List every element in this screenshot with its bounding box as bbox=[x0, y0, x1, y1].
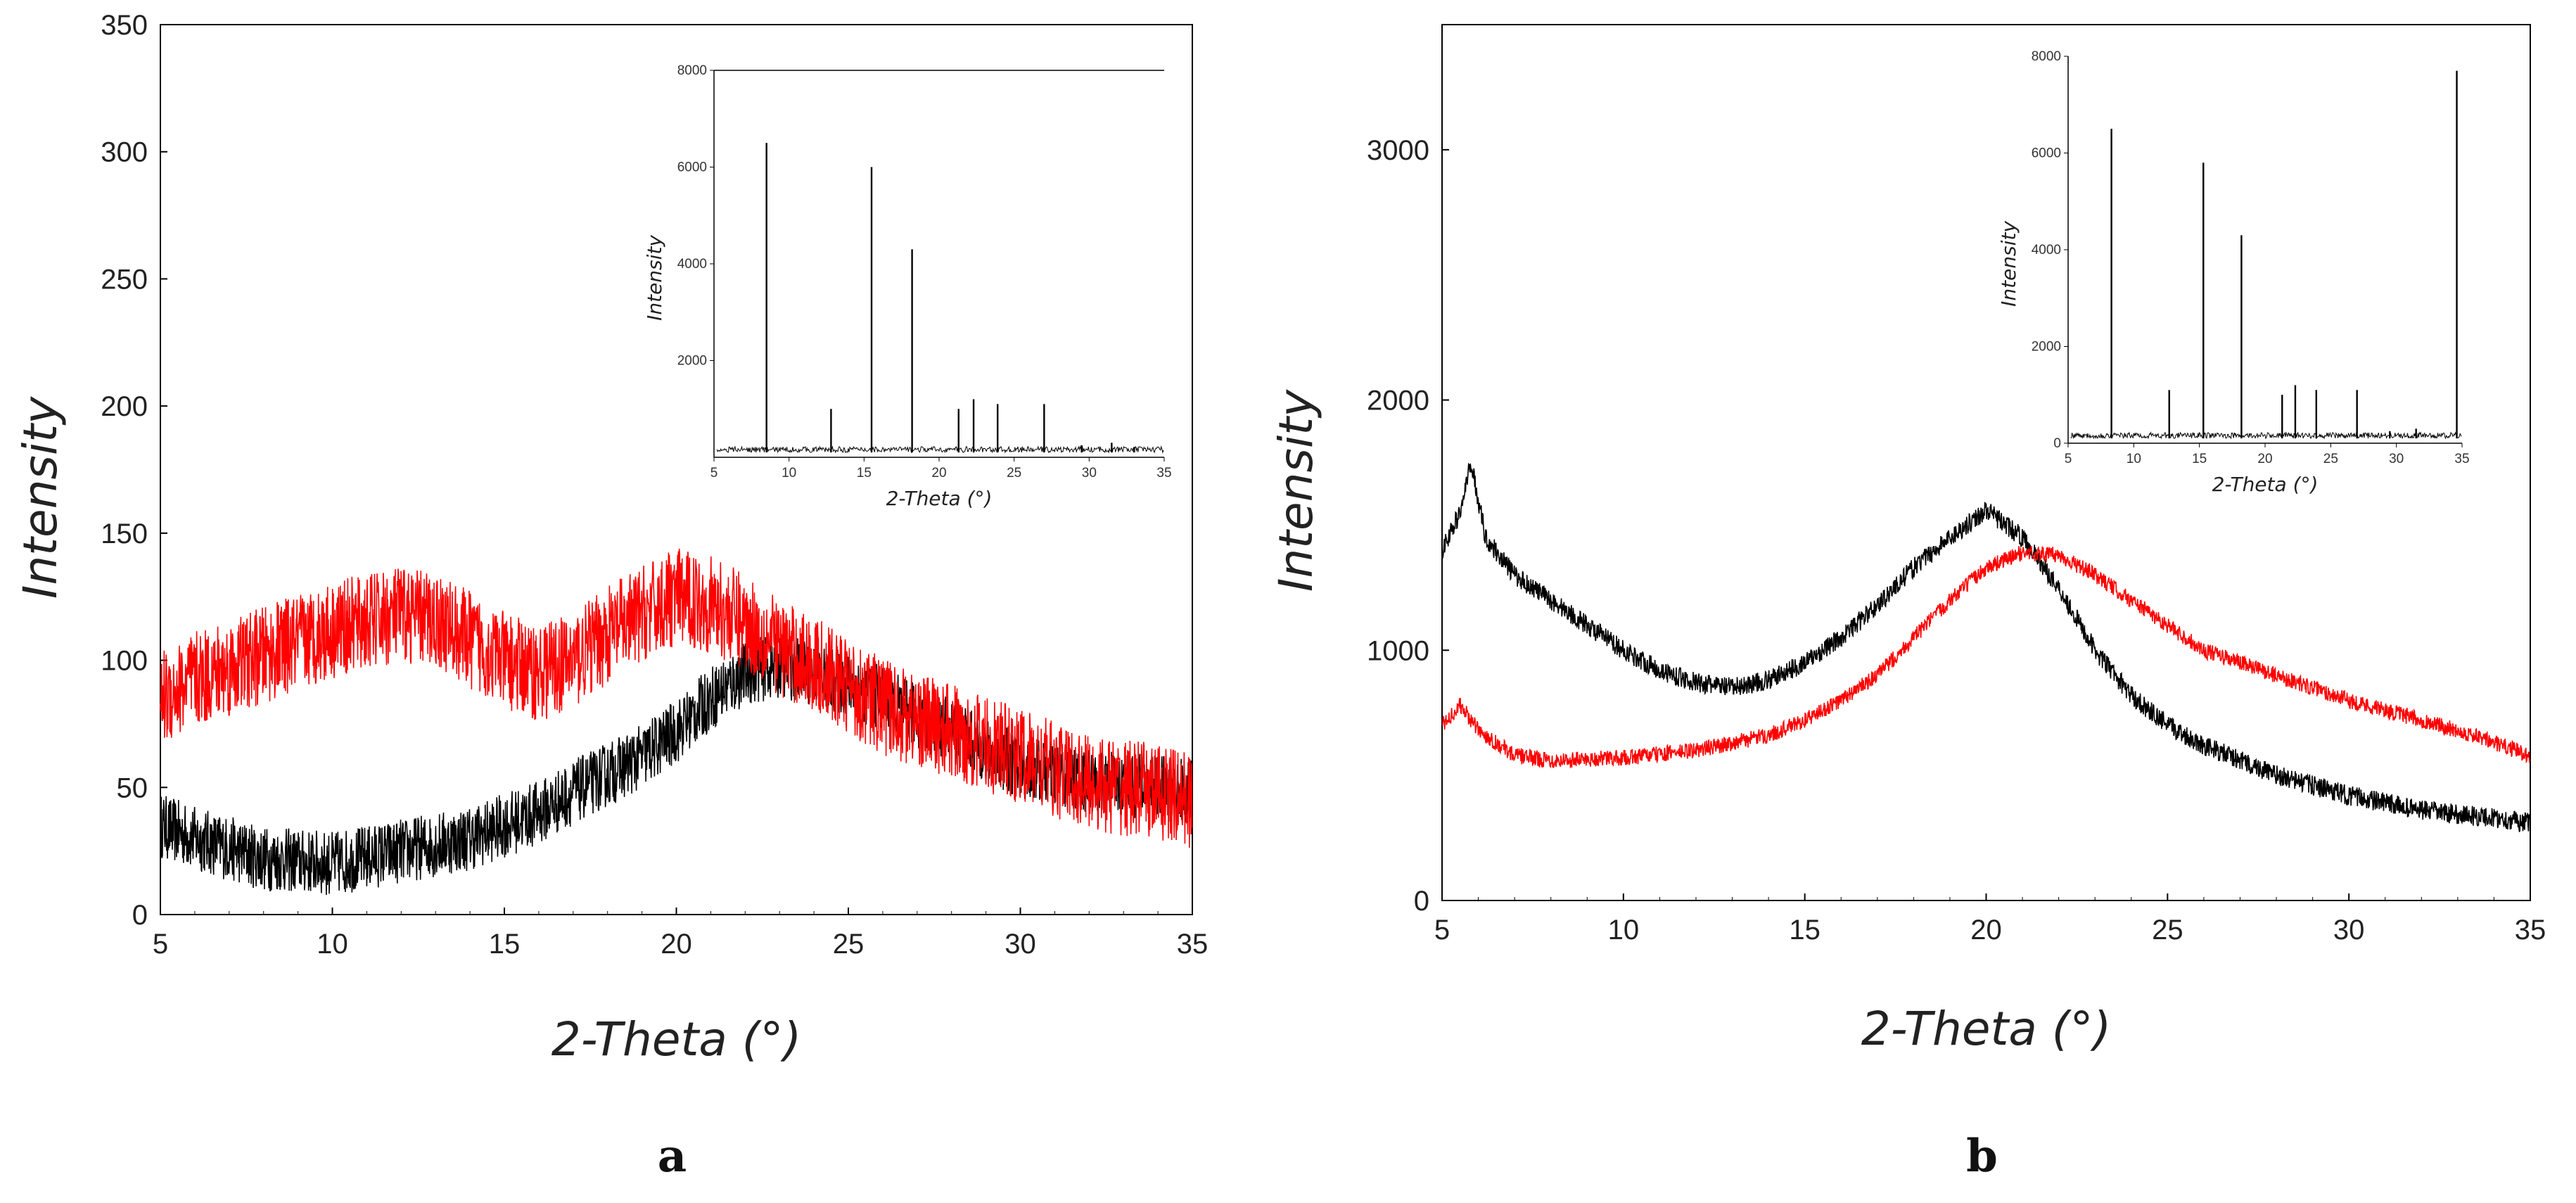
x-tick-label: 10 bbox=[1608, 915, 1640, 946]
series-black-line bbox=[1441, 462, 2531, 833]
y-tick-label: 150 bbox=[101, 518, 148, 549]
y-tick-label: 300 bbox=[101, 137, 148, 168]
panel-b-inset: 5 10 15 20 25 30 35 0 2000 4000 6000 8000 2-Theta (°… bbox=[1997, 49, 2470, 496]
y-tick-label: 350 bbox=[101, 10, 148, 41]
panel-b-chart: 5 10 15 20 25 30 35 0 1000 2000 3000 5 10 15 20 25 30 35… bbox=[1269, 24, 2546, 1183]
y-tick-label: 3000 bbox=[1367, 135, 1429, 166]
panel-b-y-axis-title: Intensity bbox=[1269, 389, 1323, 592]
inset-x-tick-label: 25 bbox=[1007, 466, 1021, 480]
x-tick-label: 25 bbox=[833, 929, 865, 960]
inset-x-axis-title: 2-Theta (°) bbox=[886, 487, 993, 510]
inset-y-axis-title: Intensity bbox=[1997, 221, 2020, 307]
inset-y-tick-label: 4000 bbox=[677, 257, 707, 272]
inset-y-tick-label: 4000 bbox=[2032, 243, 2061, 257]
y-tick-label: 2000 bbox=[1367, 386, 1429, 416]
inset-x-tick-label: 10 bbox=[782, 466, 796, 480]
panel-b-plot-frame bbox=[1441, 24, 2531, 901]
x-tick-label: 5 bbox=[153, 929, 168, 960]
inset-x-tick-label: 30 bbox=[1082, 466, 1097, 480]
x-tick-label: 35 bbox=[1177, 929, 1209, 960]
y-tick-label: 250 bbox=[101, 264, 148, 295]
x-tick-label: 30 bbox=[1005, 929, 1036, 960]
y-tick-label: 50 bbox=[117, 772, 148, 803]
inset-y-tick-label: 6000 bbox=[677, 160, 707, 175]
panel-a-label: a bbox=[658, 1130, 687, 1183]
inset-y-axis-title: Intensity bbox=[643, 235, 666, 321]
x-tick-label: 20 bbox=[661, 929, 692, 960]
y-tick-label: 100 bbox=[101, 646, 148, 677]
y-tick-label: 1000 bbox=[1367, 635, 1429, 666]
inset-baseline bbox=[716, 445, 1164, 454]
inset-x-tick-label: 5 bbox=[2065, 452, 2072, 466]
x-tick-label: 5 bbox=[1434, 915, 1450, 946]
x-tick-label: 35 bbox=[2515, 915, 2546, 946]
series-red-line bbox=[160, 548, 1193, 848]
panel-b-label: b bbox=[1966, 1130, 1998, 1183]
y-tick-label: 0 bbox=[1414, 886, 1429, 917]
inset-x-tick-label: 20 bbox=[931, 466, 946, 480]
inset-y-tick-label: 2000 bbox=[677, 354, 707, 369]
inset-x-tick-label: 10 bbox=[2127, 452, 2141, 466]
inset-x-tick-label: 20 bbox=[2257, 452, 2272, 466]
x-tick-label: 25 bbox=[2152, 915, 2183, 946]
inset-y-tick-label: 8000 bbox=[677, 63, 707, 78]
inset-x-tick-label: 30 bbox=[2389, 452, 2404, 466]
x-tick-label: 20 bbox=[1970, 915, 2002, 946]
inset-x-tick-label: 35 bbox=[1156, 466, 1171, 480]
x-tick-label: 10 bbox=[317, 929, 348, 960]
panel-a-series bbox=[160, 548, 1193, 896]
y-tick-label: 0 bbox=[132, 900, 148, 931]
inset-x-tick-label: 5 bbox=[710, 466, 718, 480]
inset-y-tick-label: 2000 bbox=[2032, 340, 2061, 355]
panel-a-x-axis-title: 2-Theta (°) bbox=[551, 1012, 802, 1067]
inset-x-tick-label: 15 bbox=[857, 466, 872, 480]
x-tick-label: 30 bbox=[2333, 915, 2365, 946]
inset-y-tick-label: 6000 bbox=[2032, 146, 2061, 161]
series-red-line bbox=[1441, 546, 2531, 769]
x-tick-label: 15 bbox=[1789, 915, 1821, 946]
panel-b-x-axis-title: 2-Theta (°) bbox=[1861, 1002, 2112, 1056]
inset-x-tick-label: 15 bbox=[2192, 452, 2207, 466]
panel-a-y-axis-title: Intensity bbox=[13, 396, 68, 599]
panel-b-series bbox=[1441, 462, 2531, 833]
panel-b-ticks: 5 10 15 20 25 30 35 0 1000 2000 3000 bbox=[1367, 135, 2546, 946]
inset-baseline bbox=[2070, 431, 2462, 440]
inset-x-tick-label: 25 bbox=[2323, 452, 2338, 466]
inset-y-tick-label: 0 bbox=[2053, 436, 2061, 451]
inset-y-tick-label: 8000 bbox=[2032, 49, 2061, 64]
inset-x-tick-label: 35 bbox=[2454, 452, 2469, 466]
x-tick-label: 15 bbox=[489, 929, 521, 960]
inset-x-axis-title: 2-Theta (°) bbox=[2212, 473, 2319, 496]
panel-a-inset: 5 10 15 20 25 30 35 2000 4000 6000 8000 2-Theta (°)… bbox=[643, 63, 1172, 510]
y-tick-label: 200 bbox=[101, 391, 148, 422]
panel-a-plot-frame bbox=[160, 24, 1193, 915]
